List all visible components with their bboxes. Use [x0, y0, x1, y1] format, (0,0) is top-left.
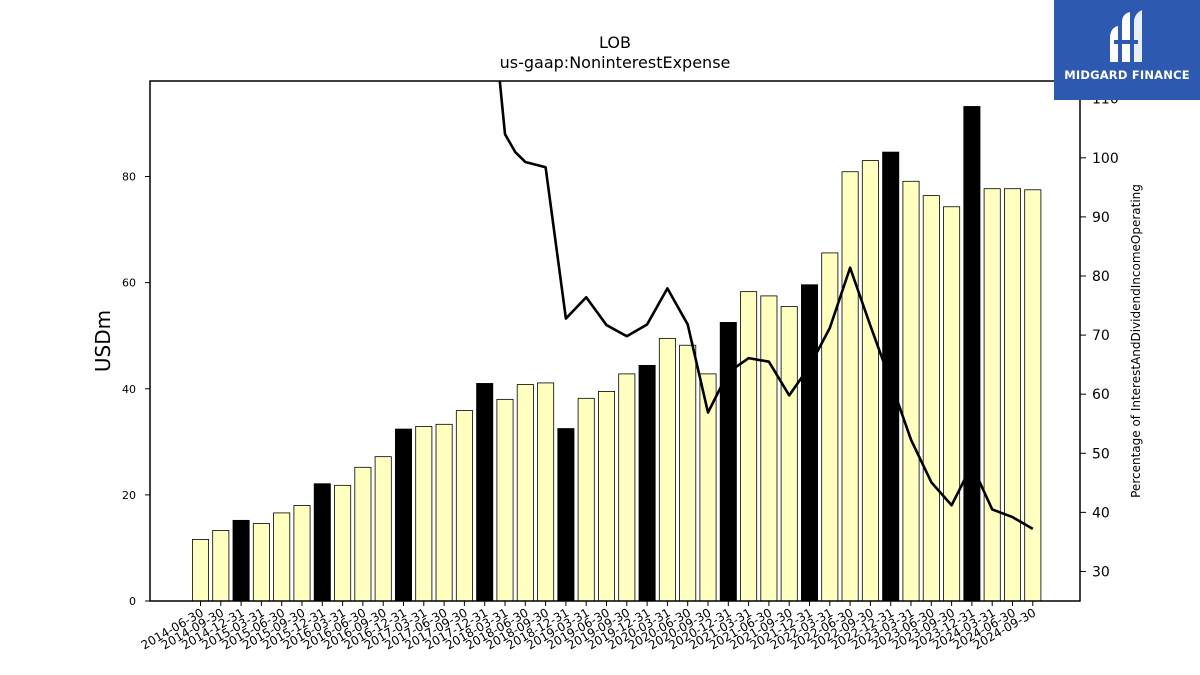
bar	[313, 483, 331, 602]
y-axis-left: 0 20 40 60 80	[122, 171, 150, 608]
bar	[983, 188, 1001, 602]
y2-tick-label: 80	[1092, 269, 1110, 285]
bar	[496, 398, 514, 602]
bar	[618, 373, 636, 602]
y2-tick-label: 100	[1092, 151, 1119, 167]
bar	[516, 384, 534, 602]
bar	[293, 505, 311, 602]
bar	[679, 344, 697, 602]
bar	[1004, 188, 1022, 602]
y2-tick-label: 90	[1092, 210, 1110, 226]
bar	[861, 160, 879, 602]
y2-tick-label: 40	[1092, 505, 1110, 521]
bar	[821, 252, 839, 602]
y-tick-label: 0	[129, 595, 136, 608]
y-axis-label: USDm	[91, 310, 115, 372]
bar	[415, 426, 433, 602]
y2-tick-label: 30	[1092, 564, 1110, 580]
bar	[740, 291, 758, 602]
bar	[638, 365, 656, 602]
bar	[232, 519, 250, 602]
bar	[943, 206, 961, 602]
y2-tick-label: 50	[1092, 446, 1110, 462]
y-tick-label: 60	[122, 277, 136, 290]
bar	[557, 428, 575, 602]
y-axis-right: 30405060708090100110	[1080, 92, 1119, 580]
bar	[922, 195, 940, 602]
series-line	[498, 81, 1034, 531]
logo-mark-icon	[1110, 10, 1142, 62]
bar	[658, 337, 676, 602]
y2-axis-label: Percentage of InterestAndDividendIncomeO…	[1129, 184, 1143, 498]
y-tick-label: 40	[122, 383, 136, 396]
bar	[191, 539, 209, 602]
bar	[963, 106, 981, 602]
y2-tick-label: 70	[1092, 328, 1110, 344]
bar	[841, 171, 859, 602]
bar	[902, 180, 920, 602]
bar	[374, 456, 392, 602]
logo-text: MIDGARD FINANCE	[1064, 68, 1190, 82]
x-axis: 2014-06-302014-09-302014-12-312015-03-31…	[139, 601, 1038, 652]
bar	[801, 284, 819, 602]
y-tick-label: 20	[122, 489, 136, 502]
line-group	[498, 81, 1034, 531]
bar	[394, 428, 412, 602]
bar	[1024, 189, 1042, 602]
plot-frame	[149, 80, 1081, 602]
bar	[435, 423, 453, 602]
bar	[273, 512, 291, 602]
chart-subtitle: us-gaap:NoninterestExpense	[500, 53, 731, 72]
bar	[760, 295, 778, 602]
bar	[252, 523, 270, 602]
bar	[577, 397, 595, 602]
bar	[780, 306, 798, 602]
y2-tick-label: 60	[1092, 387, 1110, 403]
bar	[719, 322, 737, 602]
bar	[537, 382, 555, 602]
chart-title: LOB	[599, 33, 631, 52]
bar	[354, 466, 372, 602]
bar	[212, 530, 230, 602]
bar	[455, 410, 473, 602]
bar	[476, 383, 494, 602]
bar	[334, 484, 352, 602]
bar-group	[191, 106, 1042, 602]
bar	[598, 391, 616, 602]
y-tick-label: 80	[122, 171, 136, 184]
bar	[882, 151, 900, 602]
brand-logo: MIDGARD FINANCE	[1054, 0, 1200, 100]
